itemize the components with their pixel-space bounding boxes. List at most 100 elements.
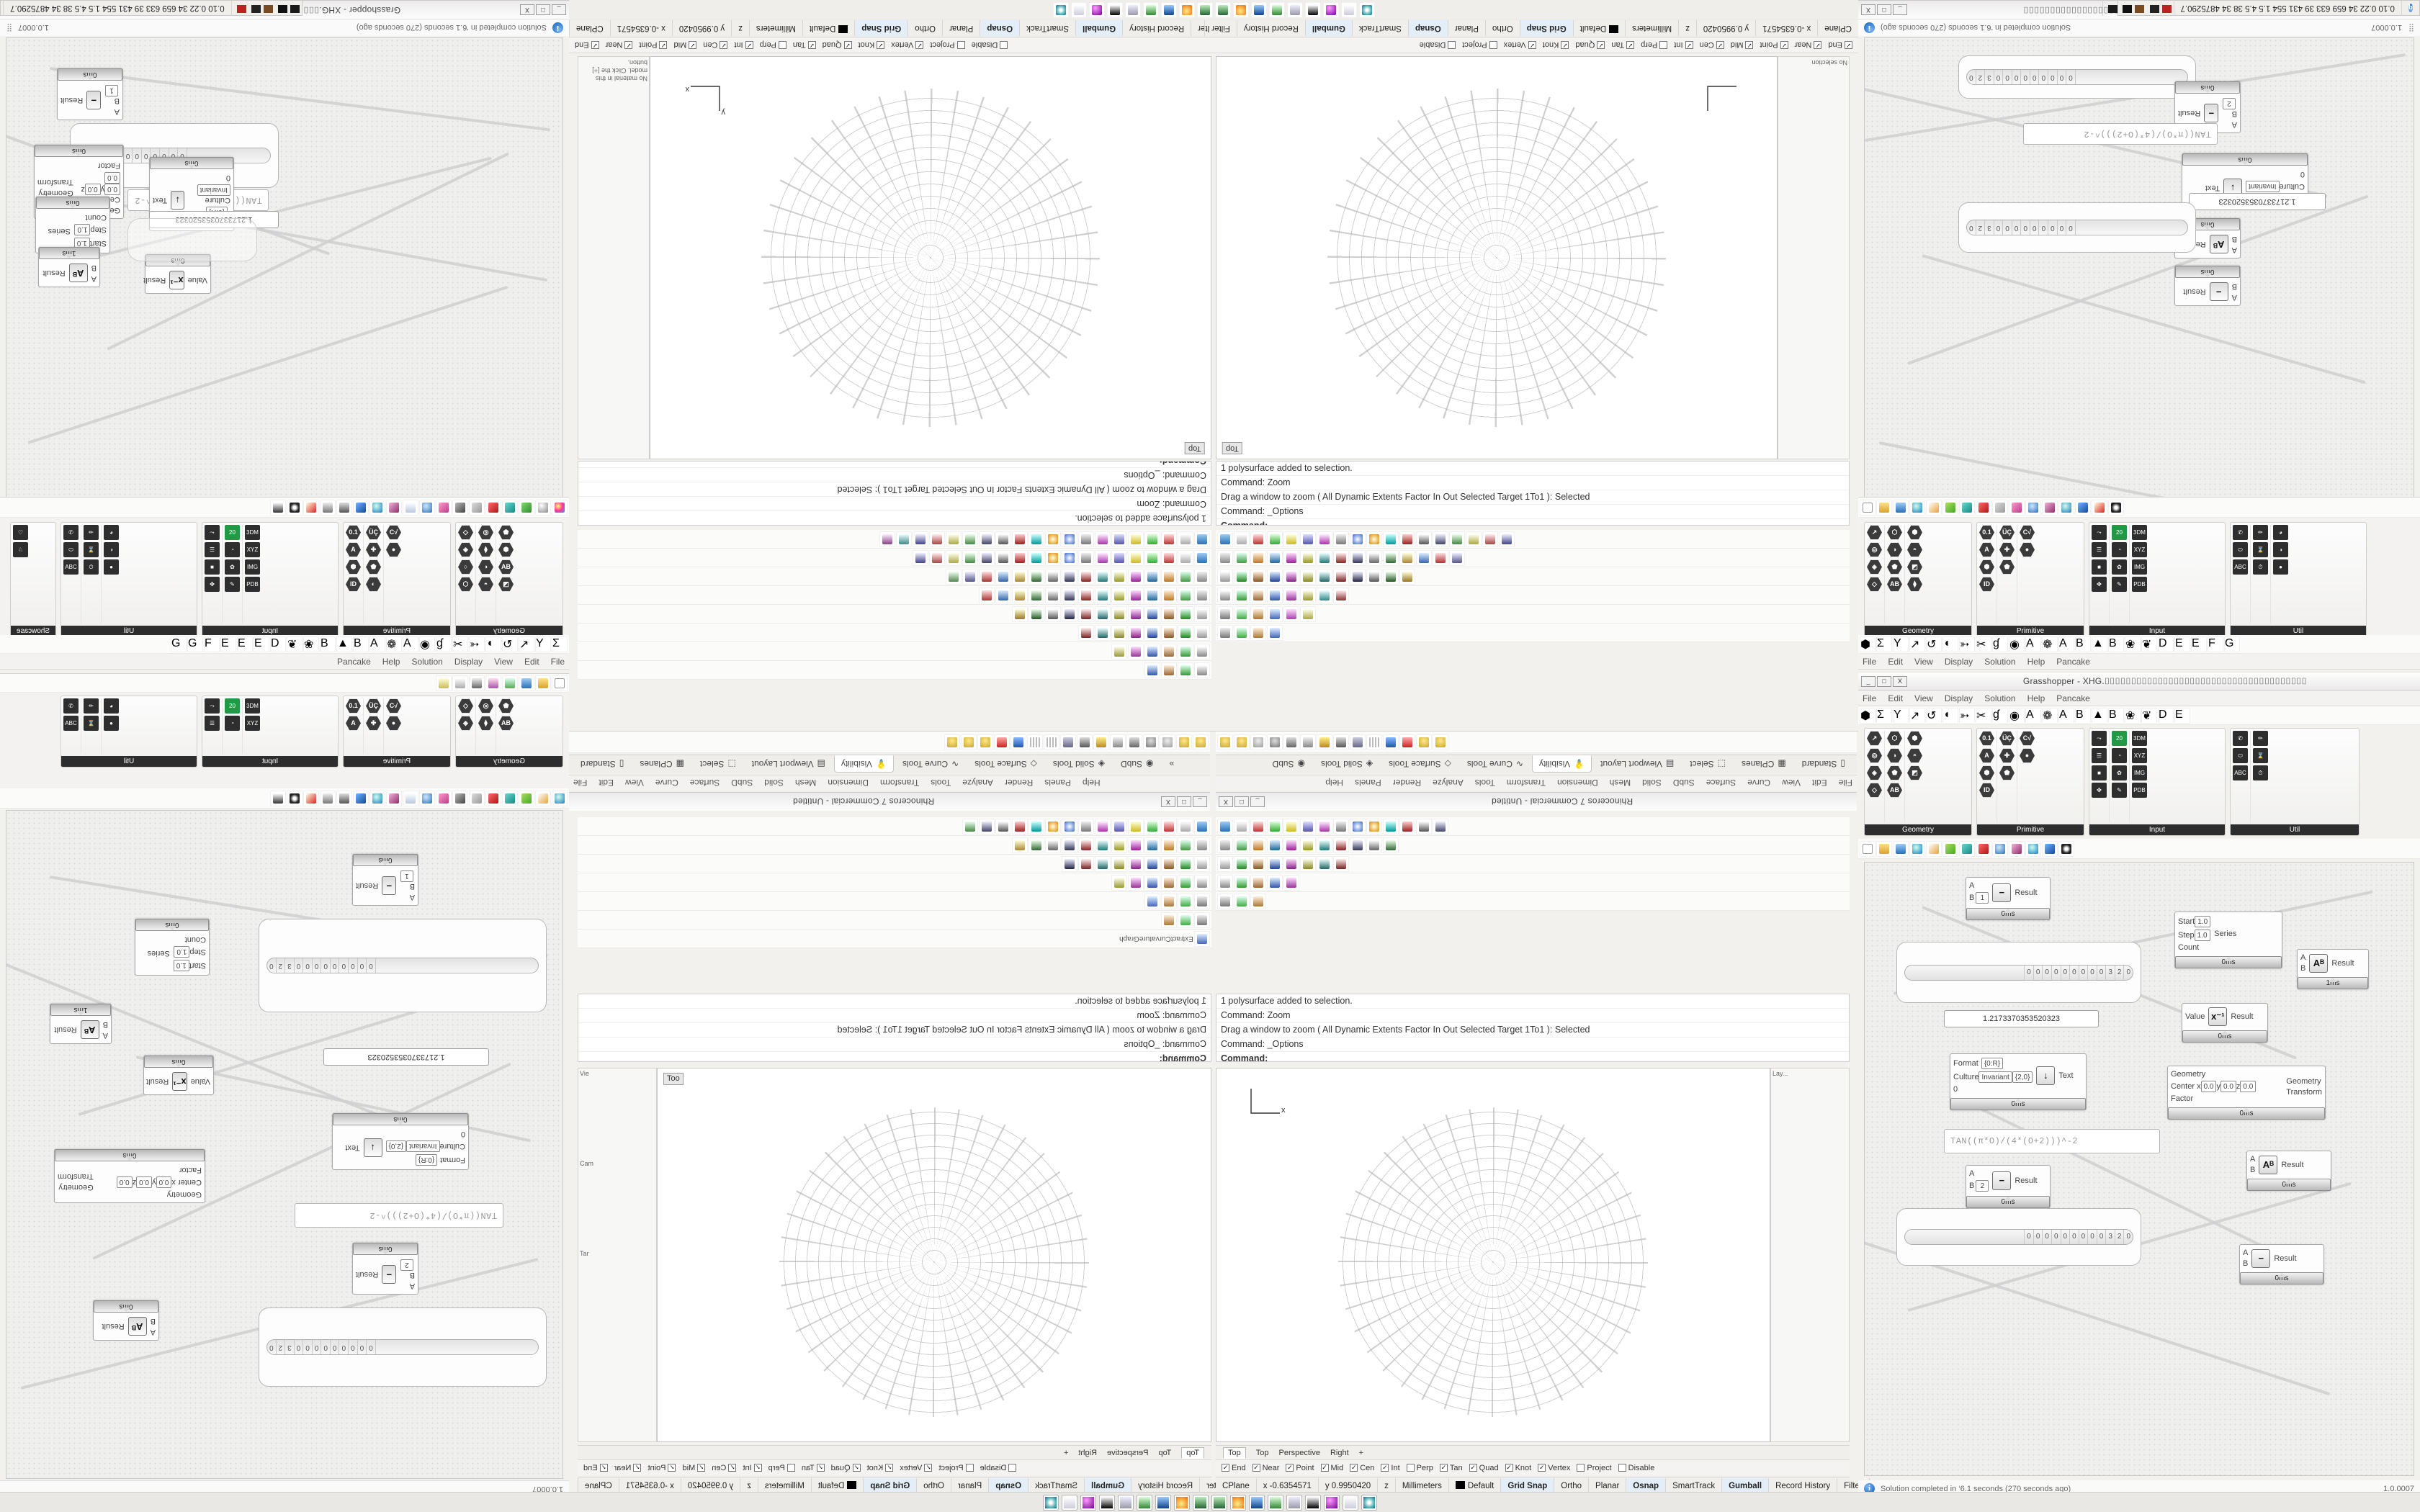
- osnap-point[interactable]: ✓ Point: [1760, 40, 1788, 50]
- status-toggle-record-history[interactable]: Record History: [1236, 20, 1305, 37]
- port-result[interactable]: Result: [2183, 287, 2206, 297]
- port-a[interactable]: A: [102, 1031, 108, 1040]
- gh-component-subtraction-2[interactable]: A B1 − Result 0ms: [352, 854, 418, 906]
- taskbar-orb-icon[interactable]: [1080, 1494, 1096, 1511]
- port-result[interactable]: Result: [42, 269, 66, 278]
- status-toggle-ortho[interactable]: Ortho: [1554, 1477, 1590, 1494]
- status-toggle-planar[interactable]: Planar: [1589, 1477, 1627, 1494]
- osnap-vertex[interactable]: ✓ Vertex: [891, 40, 924, 50]
- menu-item-surface[interactable]: Surface: [1706, 778, 1736, 788]
- gh-menu-item[interactable]: Display: [454, 656, 483, 667]
- port-text[interactable]: Text: [345, 1143, 360, 1152]
- status-bar-1[interactable]: CPlane x -0.6354571 y 0.9950420 z Millim…: [569, 20, 1223, 37]
- osnap-knot[interactable]: ✓ Knot: [858, 40, 885, 50]
- gh-group-geometry-2[interactable]: ◇ ◈ ◎ ⧫ ⬟ AB Geometry: [455, 696, 563, 768]
- osnap-mid[interactable]: ✓ Mid: [1730, 40, 1754, 50]
- menu-item-tools[interactable]: Tools: [931, 778, 951, 788]
- tab-surface-tools[interactable]: ◇ Surface Tools: [1389, 759, 1451, 769]
- osnap-quad[interactable]: ✓ Quad: [1469, 1463, 1499, 1472]
- gh-number-panel-2[interactable]: 1.2173370353520323: [323, 1048, 489, 1066]
- menu-item-mesh[interactable]: Mesh: [1609, 778, 1631, 788]
- taskbar-floppy-icon[interactable]: [1249, 1494, 1265, 1511]
- menu-item-solid[interactable]: Solid: [764, 778, 784, 788]
- status-toggle-gumball[interactable]: Gumball: [1075, 20, 1123, 37]
- port-a[interactable]: A: [2231, 293, 2237, 302]
- osnap-point[interactable]: ✓ Point: [647, 1463, 676, 1472]
- status-toggle-planar[interactable]: Planar: [942, 20, 980, 37]
- gh-menu-item-view[interactable]: View: [1914, 656, 1933, 667]
- mirrored-taskbar-top[interactable]: 0.10 0.22 34 659 633 39 431 554 1.5 4.5 …: [0, 0, 569, 16]
- port-b[interactable]: B: [2231, 235, 2237, 243]
- menu-item-file[interactable]: File: [573, 778, 588, 788]
- osnap-knot[interactable]: ✓ Knot: [1505, 1463, 1532, 1472]
- port-count[interactable]: Count: [2178, 943, 2200, 952]
- gh-menu-item-file[interactable]: File: [1863, 656, 1877, 667]
- gh-menubar-3[interactable]: File Edit View Display Solution Help Pan…: [1858, 690, 2420, 706]
- port-b[interactable]: B: [91, 264, 97, 272]
- taskbar-monitor-icon[interactable]: [1137, 1494, 1152, 1511]
- left-tool-rail-2[interactable]: Vie Cam Tar: [578, 1068, 657, 1442]
- gh-group-geometry-4[interactable]: ↗ ◎ ◈ ◇ ⬡ ◑ ⬟ AB ⬢ ◓ ◩ Geometry: [1864, 728, 1972, 836]
- gh-menu-item-pancake[interactable]: Pancake: [2056, 693, 2090, 703]
- port-format[interactable]: Format{0:R}: [386, 1154, 465, 1166]
- gh-titlebar-3[interactable]: _ □ X Grasshopper - XHG.⌷⌷⌷⌷⌷⌷⌷⌷⌷⌷⌷⌷⌷⌷⌷⌷…: [1858, 673, 2420, 690]
- gh-menu-item[interactable]: File: [550, 656, 565, 667]
- command-history-2[interactable]: 1 polysurface added to selection. Comman…: [1216, 461, 1850, 526]
- menu-item-panels[interactable]: Panels: [1355, 778, 1381, 788]
- gh-group-input-4[interactable]: ⤳ ☰ ■ ✤ 20 ◔ ✿ ✎ 3DM XYZ IMG PDB Input: [2089, 728, 2226, 836]
- port-zero[interactable]: 0: [2300, 170, 2305, 179]
- osnap-end[interactable]: ✓ End: [1828, 40, 1852, 50]
- gh-group-util-3[interactable]: ✆ ⬭ ABC ✏ ⌛ ⏱ ◕ ◑ ● Util: [2230, 522, 2367, 637]
- maximize-button[interactable]: □: [1877, 676, 1891, 687]
- gh-toolbar-2[interactable]: [0, 674, 569, 693]
- tab-viewport-layout[interactable]: ▤ Viewport Layout: [751, 759, 825, 769]
- port-culture[interactable]: CultureInvariant: [2246, 181, 2305, 192]
- status-toggle-osnap[interactable]: Osnap: [1407, 20, 1448, 37]
- viewport-label[interactable]: Top: [1222, 442, 1242, 454]
- port-factor[interactable]: Factor: [179, 1166, 202, 1174]
- sphere-mesh-3[interactable]: [779, 1107, 1089, 1418]
- port-result[interactable]: Result: [2331, 958, 2354, 968]
- menu-item-analyze[interactable]: Analyze: [962, 778, 993, 788]
- viewport-tab-top[interactable]: Top: [1223, 1446, 1246, 1459]
- taskbar-monitor-icon[interactable]: [1268, 1494, 1283, 1511]
- gh-number-panel-3[interactable]: 1.2173370353520323: [2189, 193, 2326, 210]
- osnap-point[interactable]: ✓ Point: [639, 40, 668, 50]
- port-geometry-in[interactable]: Geometry: [2171, 1070, 2206, 1079]
- tab-viewport-layout[interactable]: ▤ Viewport Layout: [1600, 759, 1675, 769]
- minimize-button[interactable]: _: [1250, 796, 1265, 807]
- gh-component-reciprocal-2[interactable]: Value x⁻¹ Result 0ms: [143, 1056, 214, 1095]
- grip-icon[interactable]: ⣿: [6, 23, 13, 32]
- port-a[interactable]: A: [2300, 953, 2306, 962]
- menu-item-render[interactable]: Render: [1392, 778, 1422, 788]
- viewport-add-button[interactable]: +: [1358, 1448, 1364, 1457]
- port-factor[interactable]: Factor: [2171, 1094, 2194, 1103]
- port-result[interactable]: Result: [143, 276, 166, 284]
- port-result[interactable]: Result: [356, 881, 379, 891]
- port-result[interactable]: Result: [102, 1322, 125, 1331]
- osnap-bar-3[interactable]: ✓ End ✓ Near ✓ Point ✓ Mid ✓ Cen ✓ Int Perp ✓ T…: [578, 1459, 1211, 1475]
- command-history-1[interactable]: 1 polysurface added to selection. Comman…: [578, 461, 1211, 526]
- gh-component-scale-2[interactable]: Geometry Center x0.0y0.0z0.0 Factor Geom…: [54, 1149, 205, 1203]
- port-b[interactable]: B1: [400, 870, 415, 891]
- viewport-tab-right[interactable]: Right: [1078, 1448, 1098, 1457]
- sphere-mesh-4[interactable]: [1338, 1107, 1648, 1418]
- osnap-disable[interactable]: Disable: [1420, 41, 1456, 50]
- port-text[interactable]: Text: [153, 196, 168, 204]
- taskbar-strip-top-left[interactable]: 0.10 0.22 34 659 633 39 431 554 1.5 4.5 …: [0, 0, 302, 16]
- tab-surface-tools[interactable]: ◇ Surface Tools: [974, 759, 1037, 769]
- menu-item-edit[interactable]: Edit: [1811, 778, 1827, 788]
- toolbar-block-1[interactable]: [578, 530, 1211, 710]
